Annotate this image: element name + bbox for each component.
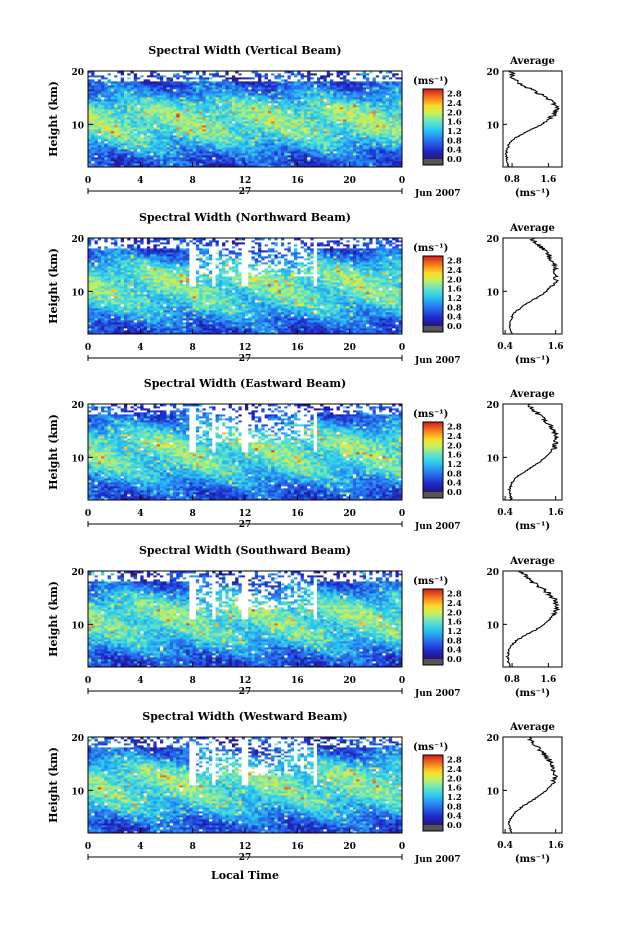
panel-title: Spectral Width (Vertical Beam) [148,44,341,57]
multi-panel-figure: Spectral Width (Vertical Beam) 10 20 Height… [0,0,619,929]
x-tick-label: 0 [85,176,91,186]
panel-title: Spectral Width (Northward Beam) [139,211,351,224]
colorbar-unit: (ms⁻¹) [413,76,448,87]
x-tick-label: 12 [239,176,252,186]
average-y-tick-label: 10 [486,121,499,131]
colorbar-tick-label: 0.8 [447,136,462,146]
colorbar-tick-label: 0.0 [447,155,462,165]
y-tick-label: 10 [71,121,84,131]
panel-1: Spectral Width (Vertical Beam) 10 20 Height… [47,44,562,199]
x-tick-label: 8 [190,176,196,186]
panel-2: Spectral Width (Northward Beam)1020Heigh… [47,211,564,366]
average-x-tick-label: 1.6 [541,175,557,185]
heatmap [88,238,402,334]
colorbar-missing-swatch [423,159,443,165]
x-tick-label: 20 [343,176,356,186]
x-tick-label: 0 [399,176,405,186]
average-frame [503,71,562,167]
x-tick-label: 16 [291,176,304,186]
colorbar-tick-label: 1.2 [447,127,462,137]
heatmap [88,71,402,167]
colorbar-tick-label: 2.8 [447,90,462,100]
average-profile: Average 10 20 0.8 1.6 (ms⁻¹) [486,56,562,199]
date-label: Jun 2007 [414,189,461,199]
average-y-tick-label: 20 [486,68,499,78]
colorbar-tick-label: 2.0 [447,108,462,118]
y-axis-label: Height (km) [47,81,60,157]
x-tick-label: 4 [137,176,143,186]
colorbar-tick-label: 0.4 [447,146,462,156]
colorbar-tick-label: 2.4 [447,99,462,109]
average-x-tick-label: 0.8 [504,175,520,185]
colorbar-tick-label: 1.6 [447,118,462,128]
average-unit: (ms⁻¹) [515,188,550,199]
colorbar: 0.00.40.81.21.62.02.42.8 [423,89,462,165]
day-label: 27 [239,187,252,197]
panels-group: Spectral Width (Vertical Beam) 10 20 Height… [47,44,564,865]
average-title: Average [509,56,555,67]
y-tick-label: 20 [71,68,84,78]
